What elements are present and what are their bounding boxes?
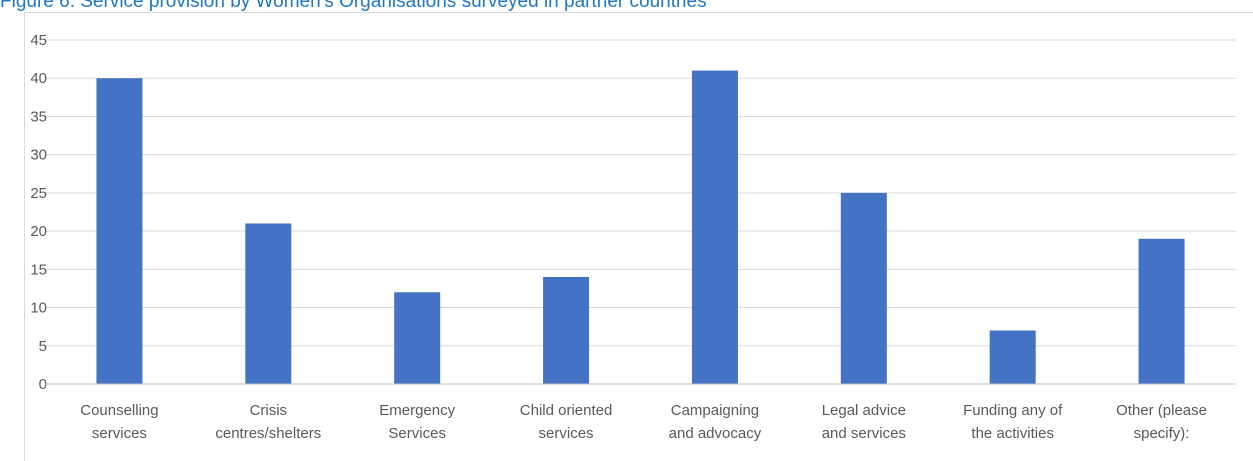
y-tick-label: 45 xyxy=(30,32,47,49)
figure-caption: Figure 6: Service provision by Women's O… xyxy=(0,0,707,12)
bar xyxy=(1138,238,1185,384)
x-tick-label: Campaigning and advocacy xyxy=(669,402,762,442)
x-tick-label: Legal advice and services xyxy=(822,402,906,442)
bar xyxy=(245,223,292,384)
bar xyxy=(840,192,887,384)
chart-frame-left xyxy=(24,12,25,461)
bar xyxy=(543,276,590,384)
x-tick-label: Emergency Services xyxy=(379,402,455,442)
bar xyxy=(394,292,441,384)
x-axis-categories: Counselling services Crisis centres/shelter… xyxy=(80,402,1207,442)
bar xyxy=(96,78,143,384)
y-tick-label: 0 xyxy=(39,376,47,393)
y-tick-label: 5 xyxy=(39,338,47,355)
bar xyxy=(989,330,1036,384)
y-tick-label: 10 xyxy=(30,300,47,317)
y-tick-label: 35 xyxy=(30,108,47,125)
x-tick-label: Funding any of the activities xyxy=(963,402,1063,442)
y-axis-ticks: 0 5 10 15 20 25 30 35 40 45 xyxy=(30,32,47,393)
x-tick-label: Child oriented services xyxy=(520,402,613,442)
x-tick-label: Crisis centres/shelters xyxy=(215,402,321,442)
y-tick-label: 20 xyxy=(30,223,47,240)
y-tick-label: 25 xyxy=(30,185,47,202)
gridlines xyxy=(45,39,1236,347)
y-tick-label: 40 xyxy=(30,70,47,87)
chart-frame-top xyxy=(24,12,1253,13)
bars xyxy=(96,70,1185,385)
y-tick-label: 30 xyxy=(30,147,47,164)
bar xyxy=(691,70,738,385)
y-tick-label: 15 xyxy=(30,261,47,278)
x-tick-label: Counselling services xyxy=(80,402,158,442)
x-tick-label: Other (please specify): xyxy=(1116,402,1207,442)
